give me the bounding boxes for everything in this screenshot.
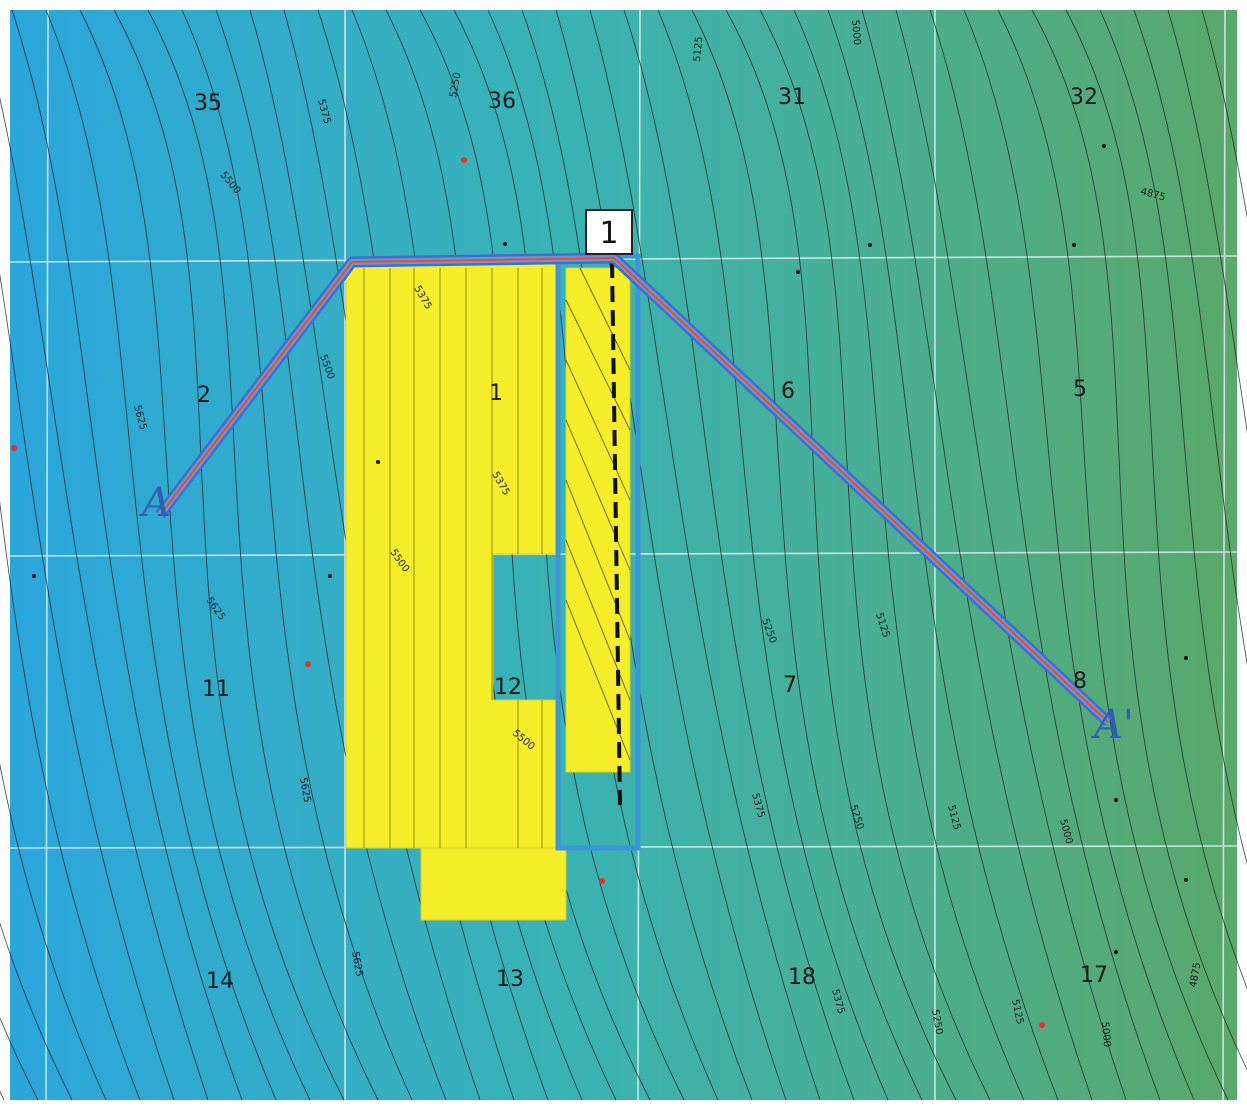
contour-line bbox=[113, 9, 345, 1101]
contour-line bbox=[963, 9, 1195, 1101]
section-8-label: 8 bbox=[1073, 669, 1087, 694]
contour-line bbox=[181, 9, 413, 1101]
section-2-label: 2 bbox=[197, 383, 211, 408]
contour-label: 4875 bbox=[1188, 962, 1203, 989]
cross-section-line bbox=[155, 252, 1112, 727]
section-35-label: 35 bbox=[194, 91, 222, 116]
contour-line bbox=[1167, 9, 1247, 434]
lease-hatch bbox=[363, 268, 543, 848]
contour-line bbox=[147, 9, 379, 1101]
contour-line bbox=[555, 9, 787, 1101]
section-17-label: 17 bbox=[1080, 963, 1108, 988]
section-7-label: 7 bbox=[783, 673, 797, 698]
section-32-label: 32 bbox=[1070, 85, 1098, 110]
contour-line bbox=[623, 9, 855, 1101]
contour-label: 5000 bbox=[849, 19, 862, 45]
contour-line bbox=[0, 97, 209, 1101]
section-5-label: 5 bbox=[1073, 377, 1087, 402]
lease-area bbox=[345, 261, 567, 921]
cross-section-start-label: A bbox=[138, 480, 171, 526]
section-1-label: 1 bbox=[489, 381, 503, 406]
contour-label: 5125 bbox=[692, 36, 705, 62]
contour-line bbox=[895, 9, 1127, 1101]
section-14-label: 14 bbox=[206, 969, 234, 994]
cross-section-end-label: A' bbox=[1090, 702, 1134, 748]
contour-line bbox=[997, 9, 1229, 1101]
contour-line bbox=[1099, 9, 1247, 865]
contour-line bbox=[1201, 9, 1247, 219]
contour-label: 5625 bbox=[297, 777, 312, 804]
contour-line bbox=[691, 9, 923, 1101]
section-31-label: 31 bbox=[778, 85, 806, 110]
contour-line bbox=[0, 1090, 5, 1101]
contour-line bbox=[45, 9, 277, 1101]
section-12-label: 12 bbox=[494, 675, 522, 700]
contour-line bbox=[0, 273, 175, 1101]
contour-line bbox=[215, 9, 447, 1101]
contour-line bbox=[827, 9, 1059, 1101]
section-labels: 35 36 31 32 2 1 6 5 11 12 7 8 14 13 18 1… bbox=[194, 85, 1108, 994]
contour-line bbox=[1065, 9, 1247, 990]
contour-line bbox=[657, 9, 889, 1101]
contour-line bbox=[0, 501, 141, 1101]
well-callout: 1 bbox=[585, 209, 633, 255]
contour-line bbox=[0, 762, 107, 1101]
section-18-label: 18 bbox=[788, 965, 816, 990]
contour-line bbox=[929, 9, 1161, 1101]
section-6-label: 6 bbox=[781, 379, 795, 404]
contour-line bbox=[589, 9, 821, 1101]
contour-label: 5125 bbox=[1009, 998, 1025, 1025]
well-unit bbox=[555, 253, 641, 851]
contour-line bbox=[11, 9, 243, 1101]
well-points bbox=[11, 157, 1045, 1028]
well-callout-label: 1 bbox=[599, 216, 618, 251]
section-36-label: 36 bbox=[488, 89, 516, 114]
contour-line bbox=[1031, 9, 1247, 1071]
section-13-label: 13 bbox=[496, 967, 524, 992]
contour-line bbox=[759, 9, 991, 1101]
contour-label: 5250 bbox=[929, 1009, 944, 1036]
contour-line bbox=[861, 9, 1093, 1101]
contour-line bbox=[725, 9, 957, 1101]
contour-label: 5000 bbox=[1099, 1021, 1112, 1047]
contour-line bbox=[793, 9, 1025, 1101]
contour-line bbox=[1133, 9, 1247, 666]
well-markers bbox=[32, 144, 1188, 954]
contour-label: 5625 bbox=[349, 951, 364, 978]
well-path bbox=[610, 261, 622, 806]
section-11-label: 11 bbox=[202, 677, 230, 702]
contour-label: 5250 bbox=[448, 72, 463, 99]
